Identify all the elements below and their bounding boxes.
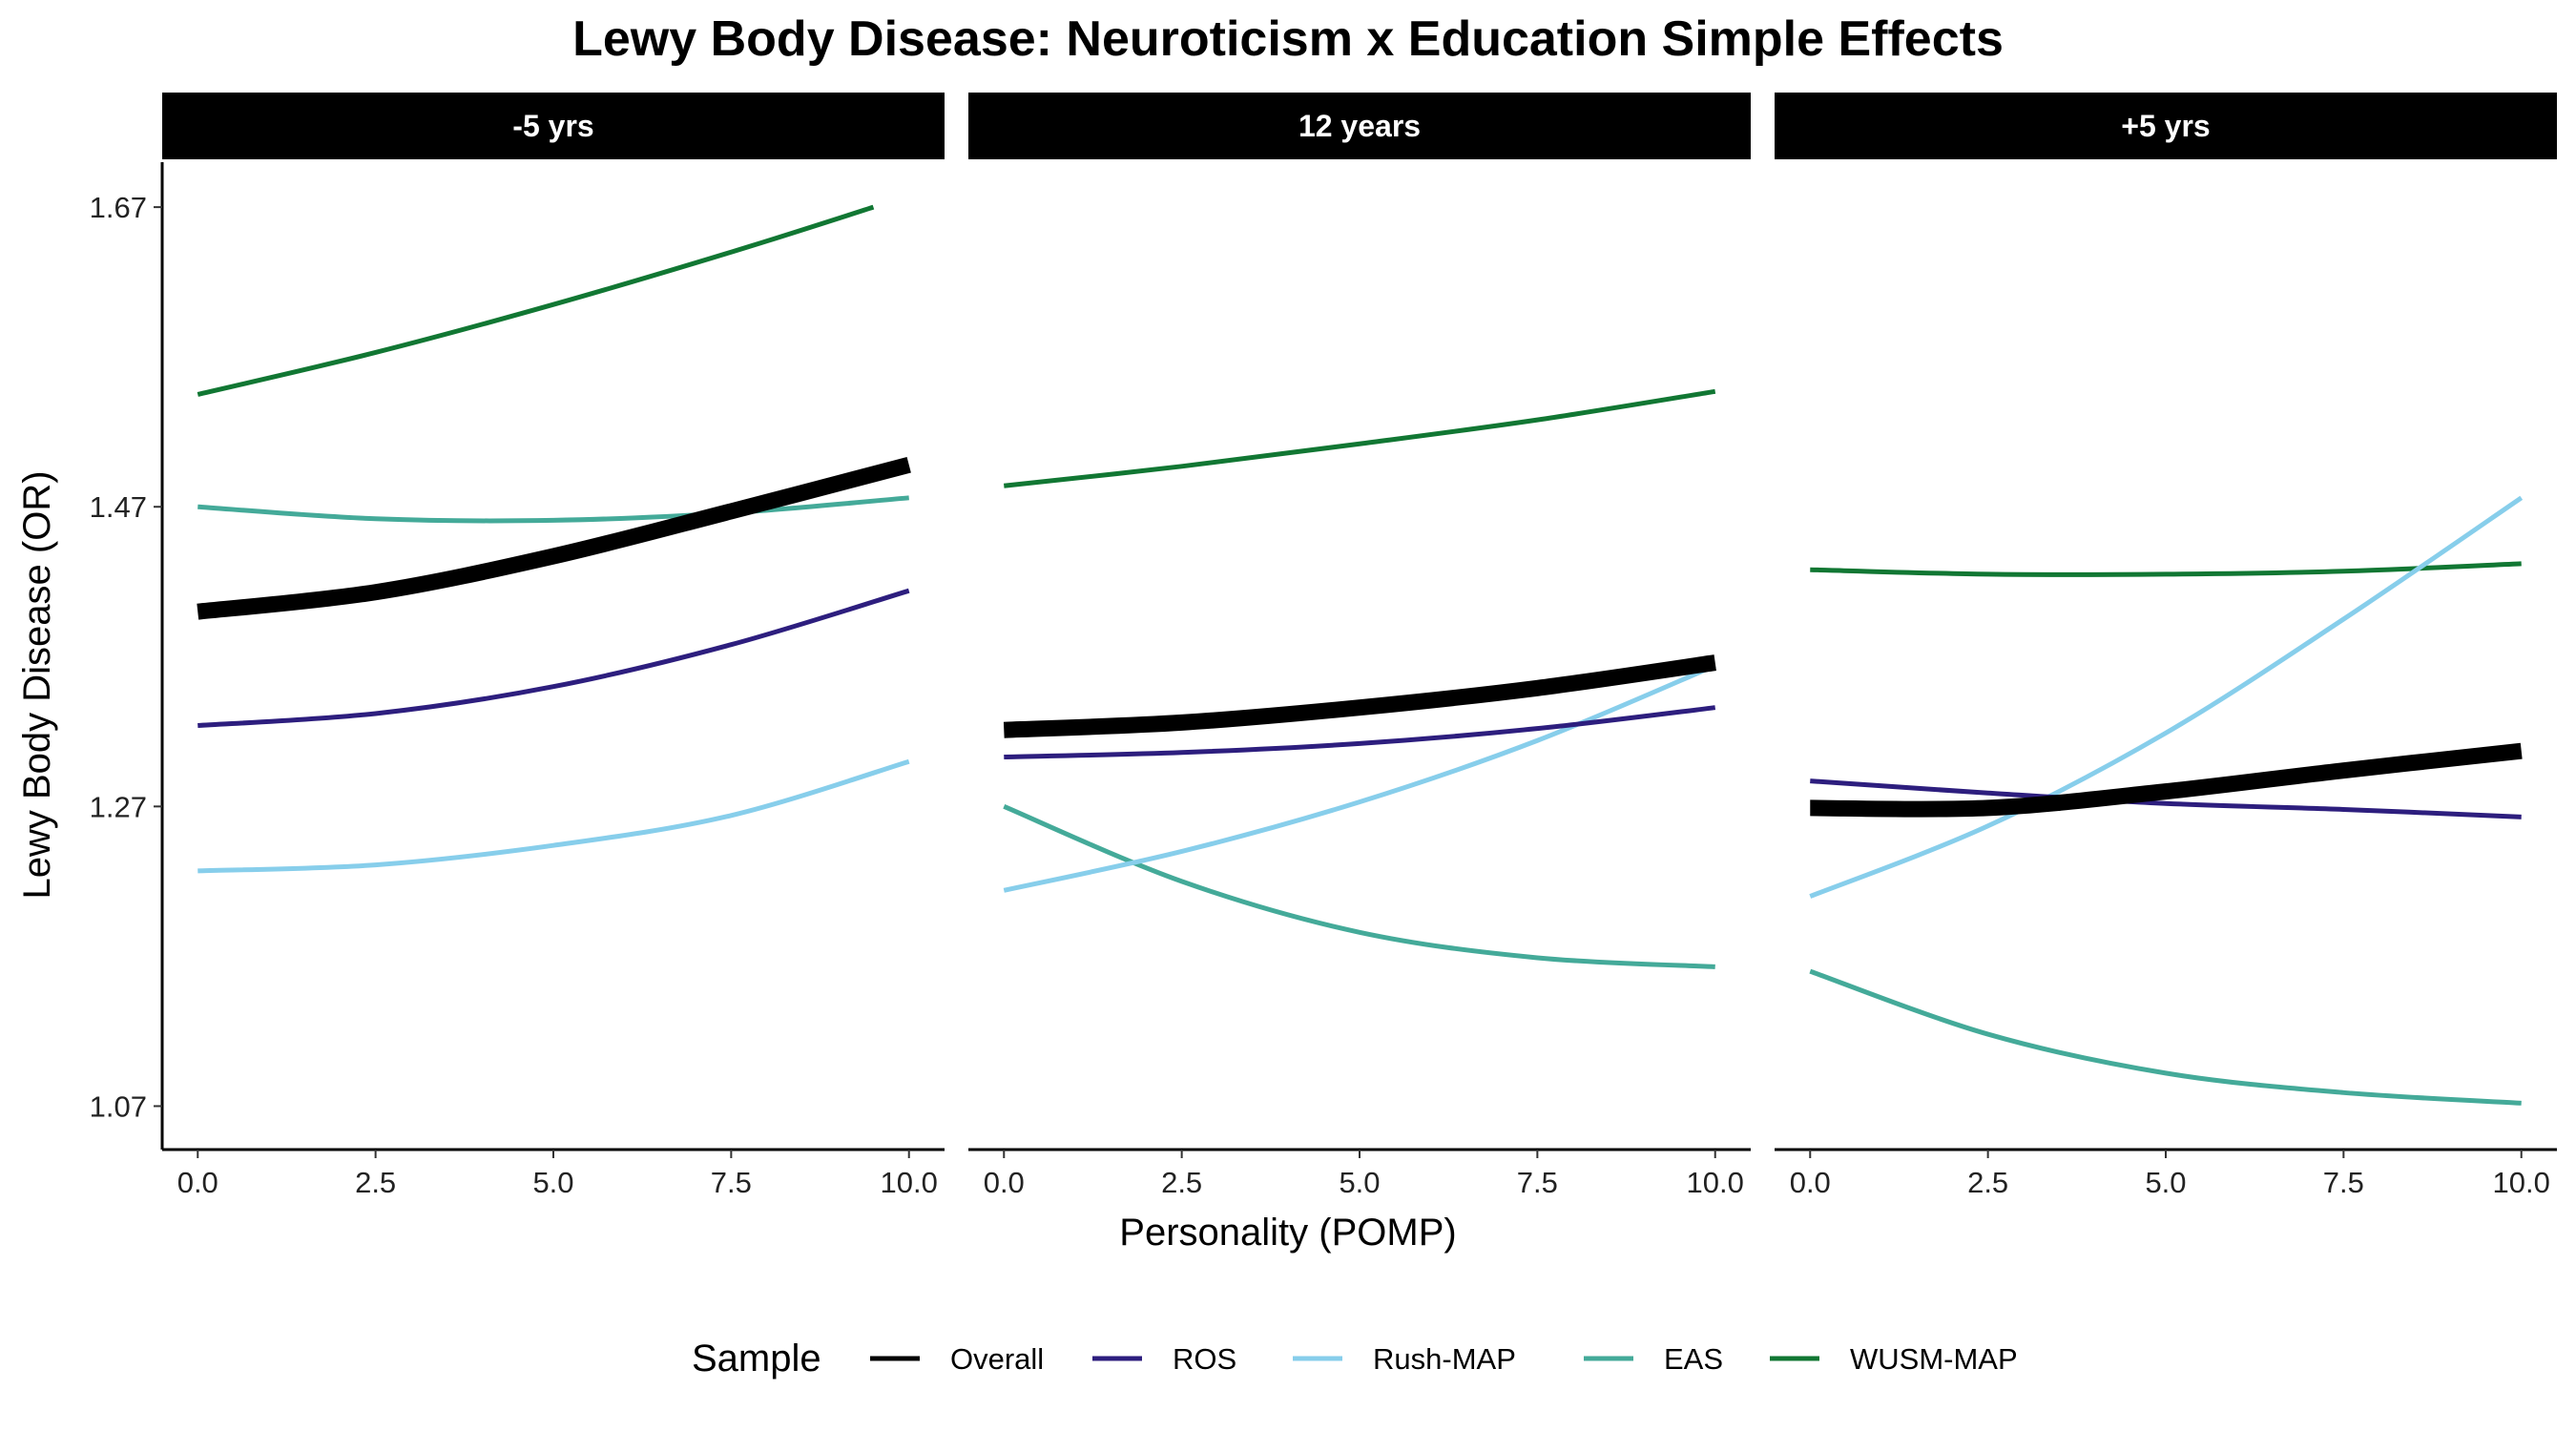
facet-strip-label: +5 yrs xyxy=(2121,109,2210,143)
series-line-wusm-map xyxy=(197,204,875,397)
legend-title: Sample xyxy=(692,1338,821,1379)
legend-label-eas: EAS xyxy=(1664,1342,1723,1376)
y-tick-label: 1.47 xyxy=(90,490,147,524)
y-tick-label: 1.67 xyxy=(90,191,147,224)
x-tick-label: 7.5 xyxy=(711,1166,752,1199)
series-line-eas xyxy=(1809,968,2522,1106)
series-line-wusm-map xyxy=(1003,388,1716,488)
x-tick-label: 2.5 xyxy=(1161,1166,1202,1199)
x-tick-label: 0.0 xyxy=(177,1166,218,1199)
legend: Sample Overall ROS Rush-MAP EAS WUSM-MAP xyxy=(692,1338,2018,1379)
x-tick-label: 5.0 xyxy=(532,1166,573,1199)
facet-strip xyxy=(968,93,1751,159)
series-line-overall xyxy=(1810,742,2523,818)
series-line-eas xyxy=(1003,804,1715,969)
legend-label-overall: Overall xyxy=(950,1342,1044,1376)
legend-label-rush-map: Rush-MAP xyxy=(1373,1342,1516,1376)
x-tick-label: 0.0 xyxy=(1790,1166,1831,1199)
facet-panel: +5 yrs 0.0 2.5 5.0 7.5 10.0 xyxy=(1775,93,2557,1199)
series-line-rush-map xyxy=(197,758,910,874)
series-line-ros xyxy=(1810,778,2522,819)
y-tick-label: 1.27 xyxy=(90,790,147,823)
x-tick-label: 5.0 xyxy=(2145,1166,2186,1199)
chart-title: Lewy Body Disease: Neuroticism x Educati… xyxy=(572,11,2004,67)
x-tick-label: 7.5 xyxy=(2323,1166,2364,1199)
x-tick-label: 2.5 xyxy=(355,1166,396,1199)
x-tick-label: 10.0 xyxy=(881,1166,938,1199)
x-tick-label: 0.0 xyxy=(984,1166,1025,1199)
series-line-ros xyxy=(1004,705,1716,760)
x-tick-label: 5.0 xyxy=(1339,1166,1380,1199)
facet-panels: -5 yrs 0.0 2.5 5.0 7.5 10.0 1.07 1.27 1.47 1.67 12… xyxy=(90,93,2557,1199)
facet-strip xyxy=(162,93,945,159)
series-line-eas xyxy=(197,495,909,524)
series-line-overall xyxy=(197,457,911,620)
facet-strip-label: -5 yrs xyxy=(512,109,593,143)
facet-panel: 12 years 0.0 2.5 5.0 7.5 10.0 xyxy=(968,93,1751,1199)
x-axis-title: Personality (POMP) xyxy=(1119,1212,1456,1254)
series-line-rush-map xyxy=(1003,663,1716,893)
series-line-wusm-map xyxy=(1810,561,2522,577)
facet-panel: -5 yrs 0.0 2.5 5.0 7.5 10.0 1.07 1.27 1.47 1.67 xyxy=(90,93,945,1199)
y-tick-label: 1.07 xyxy=(90,1089,147,1123)
series-line-rush-map xyxy=(1809,495,2524,899)
facet-strip xyxy=(1775,93,2557,159)
x-tick-label: 2.5 xyxy=(1967,1166,2008,1199)
series-line-overall xyxy=(1003,654,1716,738)
series-line-ros xyxy=(197,588,910,729)
x-tick-label: 10.0 xyxy=(1687,1166,1744,1199)
facet-strip-label: 12 years xyxy=(1298,109,1421,143)
x-tick-label: 10.0 xyxy=(2493,1166,2550,1199)
legend-label-ros: ROS xyxy=(1173,1342,1236,1376)
legend-label-wusm-map: WUSM-MAP xyxy=(1850,1342,2018,1376)
x-tick-label: 7.5 xyxy=(1517,1166,1558,1199)
y-axis-title: Lewy Body Disease (OR) xyxy=(16,470,58,899)
